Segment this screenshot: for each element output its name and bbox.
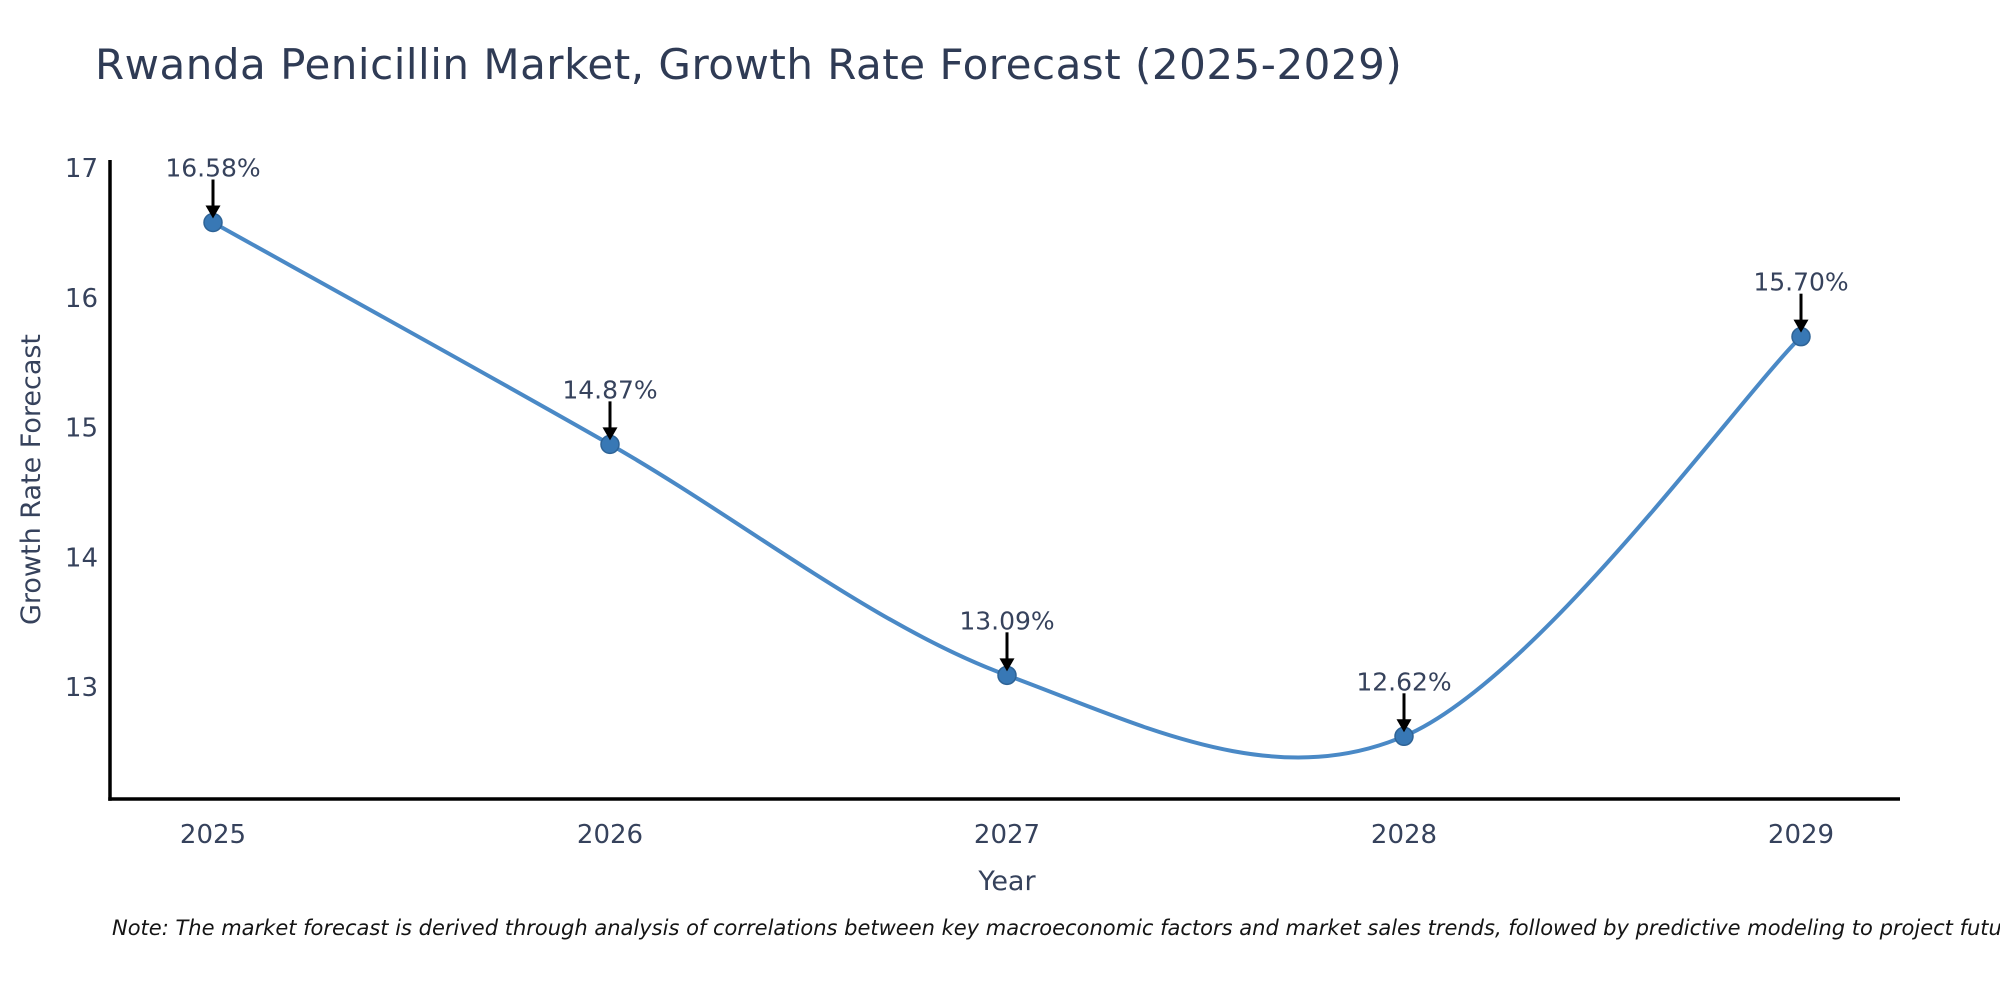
annotation-value-label: 14.87% [562,375,657,404]
annotation-arrowhead [205,205,221,219]
y-tick-label: 15 [65,414,98,444]
y-tick-label: 13 [65,673,98,703]
x-tick-label: 2025 [180,820,246,850]
annotation-value-label: 15.70% [1753,268,1848,297]
annotation-value-label: 12.62% [1356,667,1451,696]
annotation-arrowhead [1396,719,1412,733]
y-axis-title: Growth Rate Forecast [16,334,47,625]
annotation-arrowhead [999,658,1015,672]
x-tick-label: 2026 [577,820,643,850]
x-tick-label: 2028 [1371,820,1437,850]
x-axis-title: Year [977,866,1036,897]
annotation-arrowhead [1793,319,1809,333]
y-tick-label: 16 [65,284,98,314]
x-tick-label: 2029 [1768,820,1834,850]
y-tick-label: 17 [65,154,98,184]
footnote: Note: The market forecast is derived thr… [112,916,2000,940]
annotation-value-label: 13.09% [959,606,1054,635]
chart-title: Rwanda Penicillin Market, Growth Rate Fo… [95,40,1403,89]
x-tick-label: 2027 [974,820,1040,850]
annotation-value-label: 16.58% [165,153,260,182]
y-tick-label: 14 [65,543,98,573]
annotation-arrowhead [602,427,618,441]
